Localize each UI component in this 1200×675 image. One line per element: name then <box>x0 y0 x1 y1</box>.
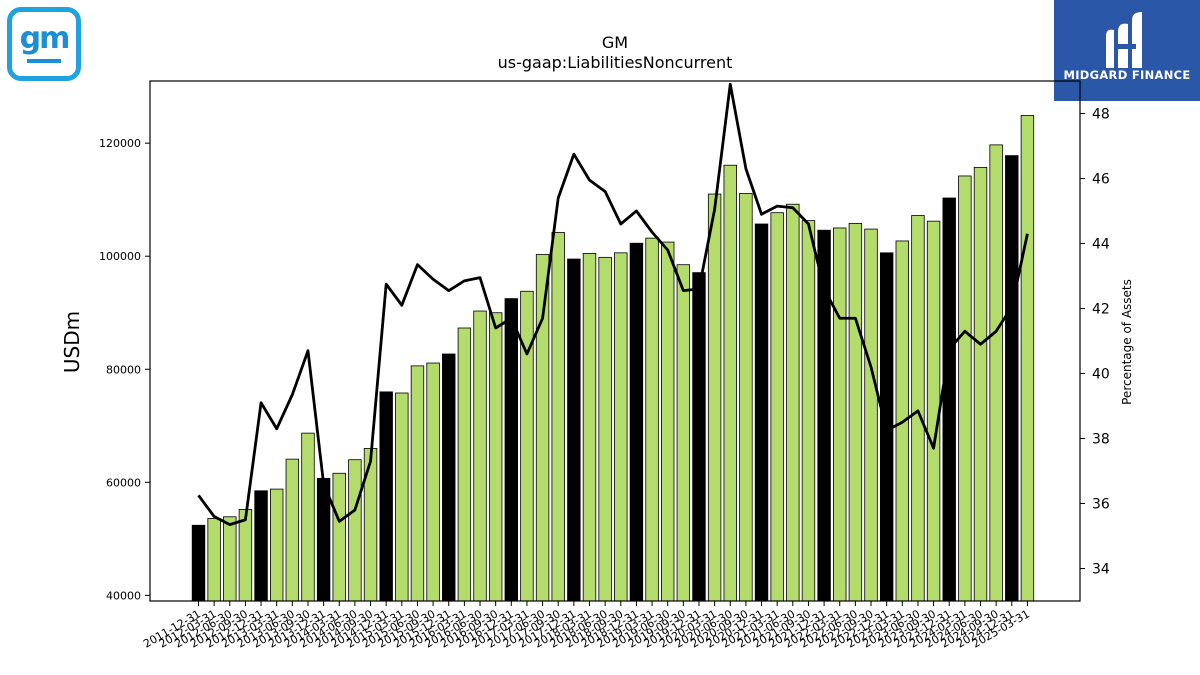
axes-layer: 40000 60000 80000 100000 120000 34 36 38 40 42 44 4… <box>99 80 1110 651</box>
bar <box>348 459 362 602</box>
bar <box>989 144 1003 602</box>
y-tick-label: 60000 <box>106 476 141 489</box>
bar <box>833 227 847 602</box>
bar <box>973 167 988 602</box>
y-tick-label: 80000 <box>106 363 141 376</box>
bar <box>395 392 409 602</box>
gm-logo-underline <box>27 59 61 63</box>
bar <box>332 472 346 602</box>
bar <box>457 327 472 602</box>
brand-name: MIDGARD FINANCE <box>1063 68 1191 82</box>
bars-layer <box>191 115 1035 602</box>
gm-logo: gm <box>7 7 81 81</box>
y2-tick-label: 46 <box>1092 172 1110 188</box>
bar <box>488 312 503 602</box>
y2-tick-label: 48 <box>1092 107 1110 123</box>
bar <box>911 215 925 602</box>
bar <box>707 193 722 602</box>
y2-tick-label: 40 <box>1092 367 1110 383</box>
gm-logo-text: gm <box>19 21 71 56</box>
y2-tick-label: 42 <box>1092 302 1110 318</box>
bar <box>238 509 253 602</box>
bar <box>410 365 425 602</box>
bar <box>285 458 300 602</box>
bar <box>864 228 878 602</box>
chart-title: GM <box>602 33 628 52</box>
bar <box>207 518 221 602</box>
y2-tick-label: 36 <box>1092 497 1110 513</box>
bar <box>629 242 644 602</box>
bar <box>269 488 284 602</box>
plot-frame <box>149 80 1081 602</box>
bar <box>426 362 440 602</box>
y-tick-label: 120000 <box>99 137 141 150</box>
bar <box>926 220 941 602</box>
bar <box>551 232 565 602</box>
bar <box>942 197 956 602</box>
chart-subtitle: us-gaap:LiabilitiesNoncurrent <box>498 53 733 72</box>
bar <box>661 241 675 602</box>
bar <box>848 223 863 602</box>
bar <box>191 524 206 602</box>
bar <box>692 272 706 602</box>
bar <box>598 256 612 602</box>
bar <box>645 237 659 602</box>
bar <box>739 193 753 602</box>
bar <box>723 164 737 602</box>
bar <box>442 353 456 602</box>
bar <box>473 310 487 602</box>
bar <box>801 220 816 602</box>
y-axis-label: USDm <box>60 311 84 373</box>
bar <box>582 252 597 602</box>
bar <box>754 223 769 602</box>
bar <box>614 252 628 602</box>
line-layer <box>197 82 1029 527</box>
bar <box>520 290 534 602</box>
bar <box>676 264 691 602</box>
y2-tick-label: 44 <box>1092 237 1110 253</box>
bar <box>379 391 393 602</box>
y2-tick-label: 34 <box>1092 562 1110 578</box>
bar <box>770 212 784 602</box>
bar <box>254 490 268 602</box>
bar <box>958 175 972 602</box>
bar <box>786 203 800 602</box>
bar <box>567 258 581 602</box>
midgard-mark-icon <box>1106 12 1142 69</box>
y-tick-label: 40000 <box>106 589 141 602</box>
bar <box>1020 115 1035 602</box>
midgard-finance-logo: MIDGARD FINANCE <box>1054 0 1200 101</box>
y2-tick-label: 38 <box>1092 432 1110 448</box>
bar <box>223 516 237 602</box>
bar <box>1005 155 1019 602</box>
bar <box>535 254 550 602</box>
y2-axis-label: Percentage of Assets <box>1120 279 1134 405</box>
y-tick-label: 100000 <box>99 250 141 263</box>
bar <box>504 298 519 602</box>
bar <box>301 432 315 602</box>
percentage-line <box>197 82 1029 527</box>
